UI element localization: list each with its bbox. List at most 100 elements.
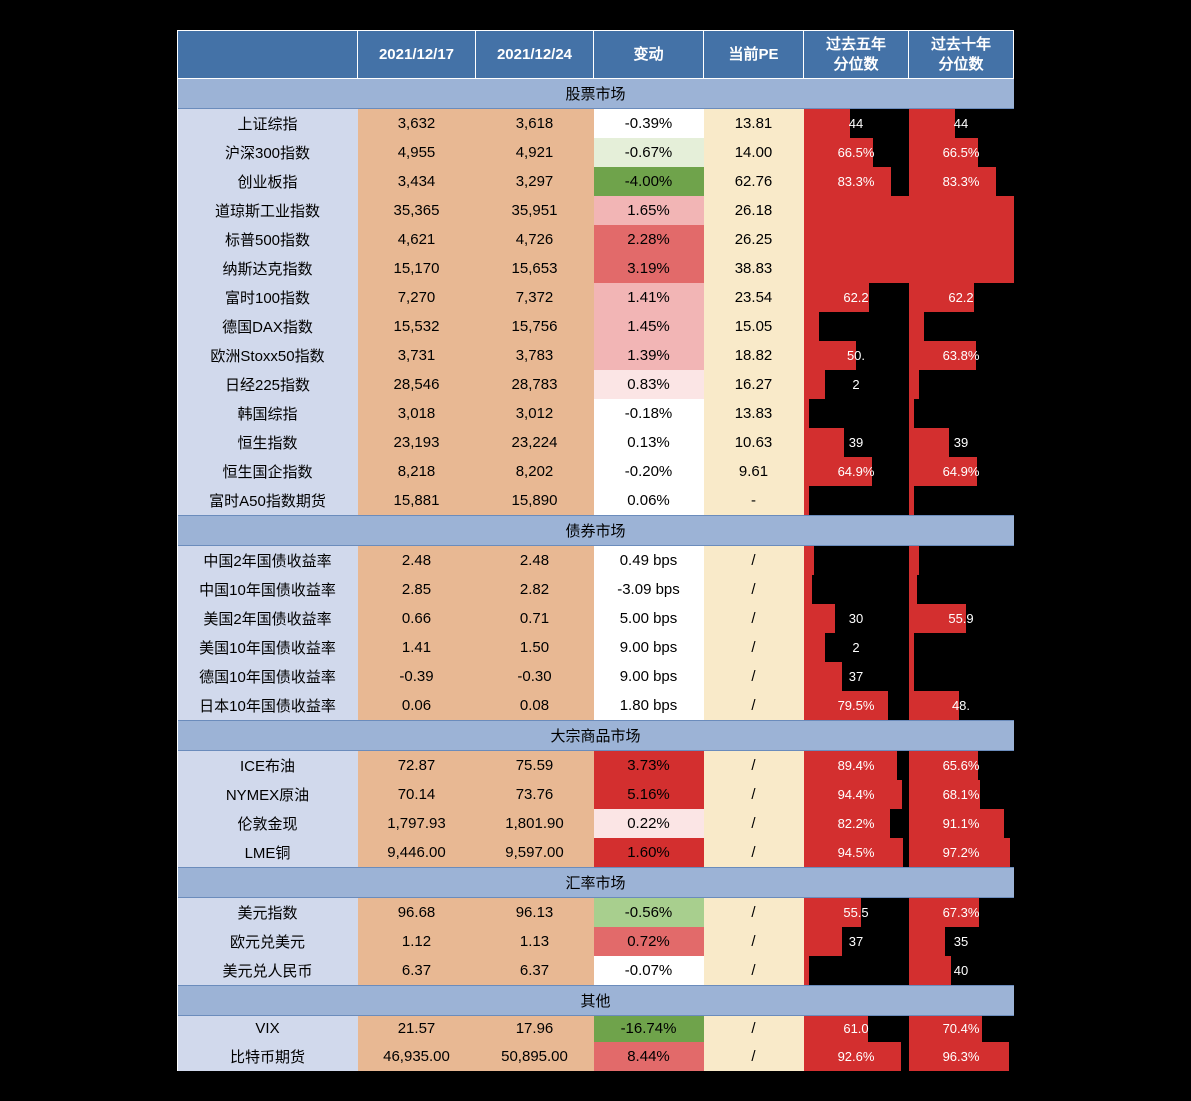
pe-cell: -	[704, 486, 804, 516]
pe-cell: /	[704, 956, 804, 986]
value-curr: 3,012	[476, 399, 594, 428]
value-curr: 1,801.90	[476, 809, 594, 838]
pct10-cell: 83.3%	[909, 167, 1014, 196]
value-prev: 1,797.93	[358, 809, 476, 838]
table-body: 股票市场上证综指3,6323,618-0.39%13.814444沪深300指数…	[178, 79, 1014, 1071]
value-prev: 2.48	[358, 546, 476, 576]
change-cell: -3.09 bps	[594, 575, 704, 604]
value-curr: 1.13	[476, 927, 594, 956]
pct10-cell	[909, 370, 1014, 399]
table-header: 2021/12/172021/12/24变动当前PE过去五年分位数过去十年分位数	[178, 31, 1014, 79]
pct5-cell: 2	[804, 633, 909, 662]
change-cell: -0.07%	[594, 956, 704, 986]
value-prev: 1.12	[358, 927, 476, 956]
table-row: 德国DAX指数15,53215,7561.45%15.05	[178, 312, 1014, 341]
value-curr: 15,756	[476, 312, 594, 341]
pct10-cell: 70.4%	[909, 1016, 1014, 1042]
row-name: 美国2年国债收益率	[178, 604, 358, 633]
row-name: 创业板指	[178, 167, 358, 196]
pct10-cell: 91.1%	[909, 809, 1014, 838]
value-curr: 17.96	[476, 1016, 594, 1042]
pct10-cell	[909, 196, 1014, 225]
change-cell: 0.13%	[594, 428, 704, 457]
change-cell: 1.45%	[594, 312, 704, 341]
pe-cell: /	[704, 575, 804, 604]
section-title: 其他	[178, 986, 1014, 1016]
value-prev: 0.06	[358, 691, 476, 721]
change-cell: 1.41%	[594, 283, 704, 312]
table-row: 德国10年国债收益率-0.39-0.309.00 bps/37	[178, 662, 1014, 691]
value-curr: 3,783	[476, 341, 594, 370]
table-row: 比特币期货46,935.0050,895.008.44%/92.6%96.3%	[178, 1042, 1014, 1071]
pe-cell: /	[704, 691, 804, 721]
row-name: 沪深300指数	[178, 138, 358, 167]
table-row: 美元兑人民币6.376.37-0.07%/40	[178, 956, 1014, 986]
value-curr: 28,783	[476, 370, 594, 399]
col-header-6: 过去十年分位数	[909, 31, 1014, 79]
pe-cell: /	[704, 604, 804, 633]
table-row: 中国10年国债收益率2.852.82-3.09 bps/	[178, 575, 1014, 604]
pe-cell: /	[704, 751, 804, 781]
pct5-cell	[804, 575, 909, 604]
row-name: 欧元兑美元	[178, 927, 358, 956]
pct5-cell: 79.5%	[804, 691, 909, 721]
col-header-0	[178, 31, 358, 79]
pct5-cell	[804, 956, 909, 986]
pe-cell: 10.63	[704, 428, 804, 457]
pct5-cell	[804, 254, 909, 283]
pct5-cell: 55.5	[804, 898, 909, 928]
section-title: 大宗商品市场	[178, 721, 1014, 751]
value-prev: 46,935.00	[358, 1042, 476, 1071]
pct10-cell: 64.9%	[909, 457, 1014, 486]
table-row: LME铜9,446.009,597.001.60%/94.5%97.2%	[178, 838, 1014, 868]
value-curr: 4,726	[476, 225, 594, 254]
pct10-cell: 96.3%	[909, 1042, 1014, 1071]
value-prev: 9,446.00	[358, 838, 476, 868]
pct5-cell: 62.2	[804, 283, 909, 312]
table-row: 创业板指3,4343,297-4.00%62.7683.3%83.3%	[178, 167, 1014, 196]
value-prev: 15,170	[358, 254, 476, 283]
table-row: 标普500指数4,6214,7262.28%26.25	[178, 225, 1014, 254]
pct10-cell: 35	[909, 927, 1014, 956]
pct10-cell	[909, 486, 1014, 516]
value-prev: 2.85	[358, 575, 476, 604]
table-row: 美元指数96.6896.13-0.56%/55.567.3%	[178, 898, 1014, 928]
value-prev: 35,365	[358, 196, 476, 225]
pe-cell: 62.76	[704, 167, 804, 196]
pe-cell: /	[704, 809, 804, 838]
pct10-cell	[909, 662, 1014, 691]
row-name: 韩国综指	[178, 399, 358, 428]
value-curr: 8,202	[476, 457, 594, 486]
pct5-cell: 89.4%	[804, 751, 909, 781]
col-header-2: 2021/12/24	[476, 31, 594, 79]
change-cell: 3.73%	[594, 751, 704, 781]
pe-cell: /	[704, 1016, 804, 1042]
col-header-5: 过去五年分位数	[804, 31, 909, 79]
value-curr: 73.76	[476, 780, 594, 809]
value-curr: 4,921	[476, 138, 594, 167]
table-row: 欧洲Stoxx50指数3,7313,7831.39%18.8250.63.8%	[178, 341, 1014, 370]
pct5-cell: 82.2%	[804, 809, 909, 838]
value-curr: 23,224	[476, 428, 594, 457]
value-prev: 3,018	[358, 399, 476, 428]
pct5-cell: 37	[804, 927, 909, 956]
change-cell: -0.20%	[594, 457, 704, 486]
pe-cell: /	[704, 838, 804, 868]
table-row: 上证综指3,6323,618-0.39%13.814444	[178, 109, 1014, 139]
pct5-cell: 92.6%	[804, 1042, 909, 1071]
pct5-cell: 37	[804, 662, 909, 691]
change-cell: 5.16%	[594, 780, 704, 809]
value-prev: 21.57	[358, 1016, 476, 1042]
change-cell: 1.80 bps	[594, 691, 704, 721]
value-prev: 6.37	[358, 956, 476, 986]
value-prev: 1.41	[358, 633, 476, 662]
pct5-cell: 94.5%	[804, 838, 909, 868]
table-row: ICE布油72.8775.593.73%/89.4%65.6%	[178, 751, 1014, 781]
row-name: 标普500指数	[178, 225, 358, 254]
pct5-cell: 2	[804, 370, 909, 399]
table-row: 纳斯达克指数15,17015,6533.19%38.83	[178, 254, 1014, 283]
table-row: 美国2年国债收益率0.660.715.00 bps/3055.9	[178, 604, 1014, 633]
pct10-cell	[909, 575, 1014, 604]
value-curr: 2.48	[476, 546, 594, 576]
change-cell: 3.19%	[594, 254, 704, 283]
